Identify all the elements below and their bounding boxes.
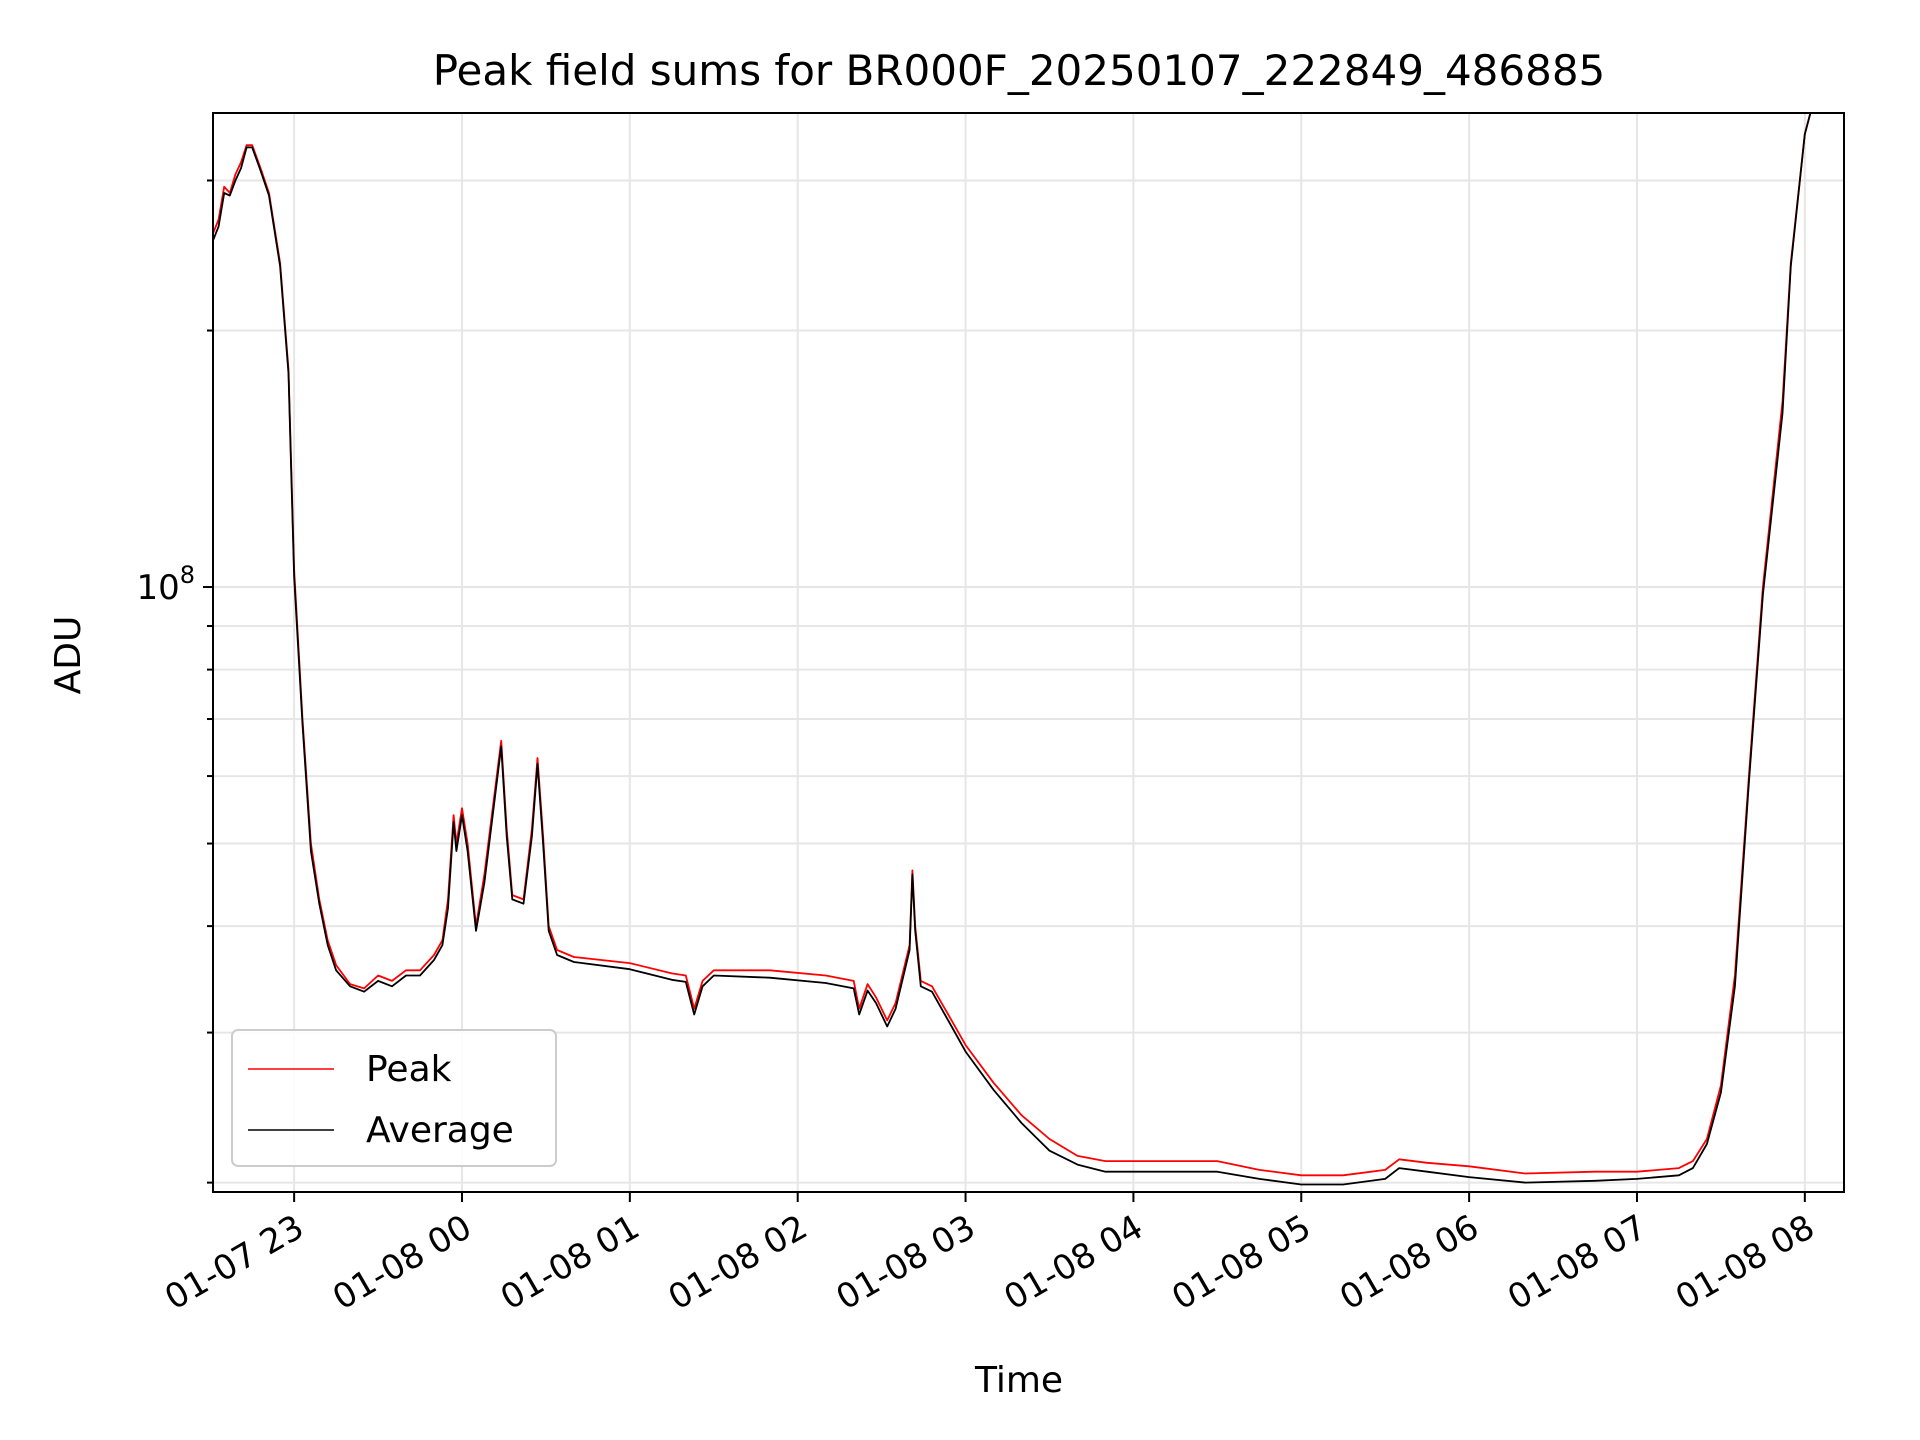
y-axis-label: ADU xyxy=(48,616,89,695)
plot-lines xyxy=(212,112,1812,1186)
series-line-average xyxy=(212,112,1812,1186)
plot-frame xyxy=(212,112,1845,1193)
grid-lines xyxy=(213,113,1844,1192)
legend-label-average: Average xyxy=(366,1110,514,1151)
chart-title: Peak field sums for BR000F_20250107_2228… xyxy=(433,46,1606,95)
x-axis-label: Time xyxy=(974,1360,1063,1401)
legend-box xyxy=(231,1029,557,1167)
legend: Peak Average xyxy=(231,1029,557,1167)
y-tick-label: 108 xyxy=(136,561,195,608)
legend-label-peak: Peak xyxy=(366,1049,452,1090)
